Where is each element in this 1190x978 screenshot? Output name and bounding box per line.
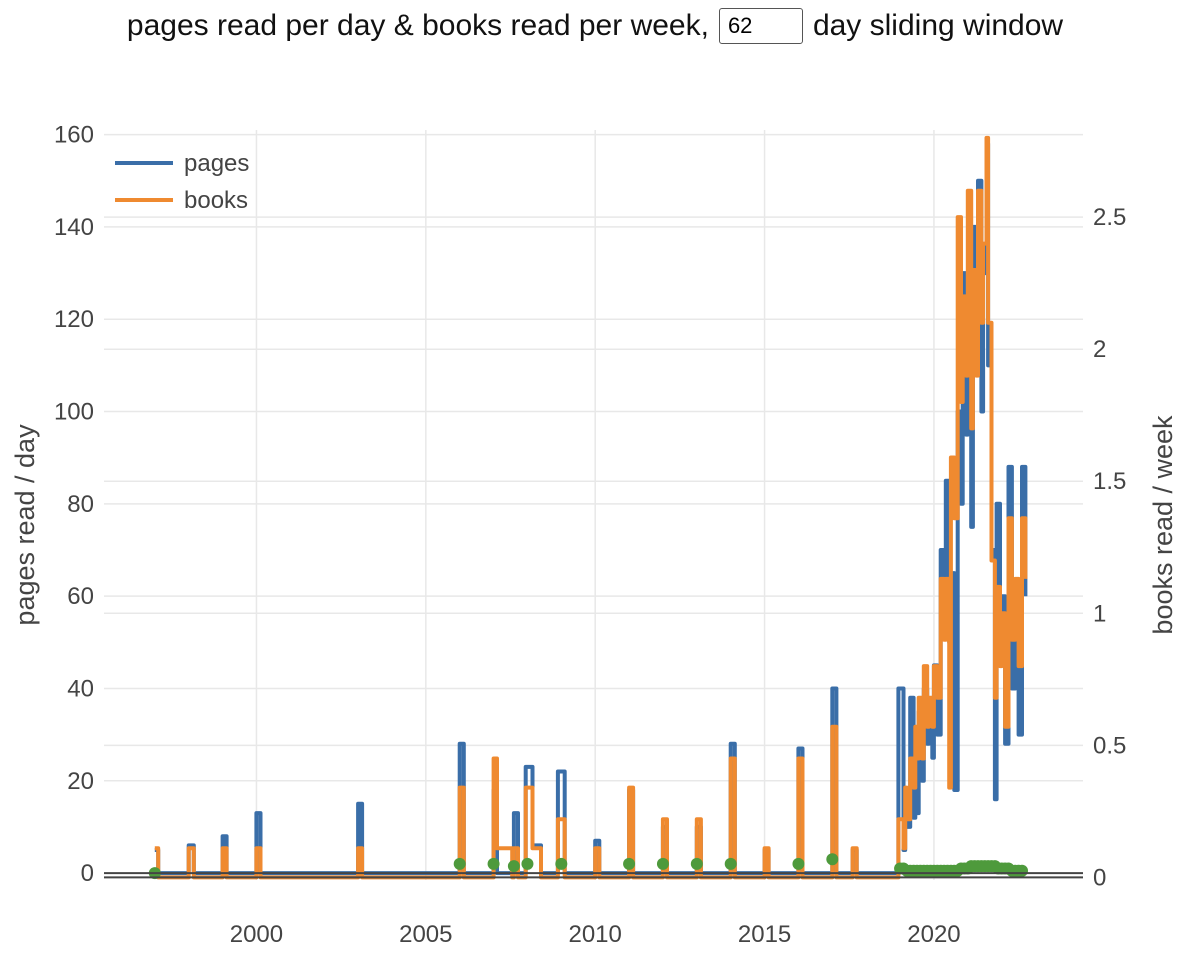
marker-point [690,857,703,870]
marker-point [1016,864,1029,877]
grid-layer [104,130,1083,880]
x-tick-label: 2015 [738,921,791,948]
window-days-input[interactable] [718,8,803,44]
series-layer [148,135,1029,880]
y-tick-label: 140 [54,214,94,241]
marker-point [656,857,669,870]
series-line-books [154,135,1028,880]
axis-layer: 2000 2005 2010 2015 202002040608010012014016… [54,122,1126,948]
marker-point [507,860,520,873]
x-tick-label: 2010 [568,921,621,948]
marker-point [487,857,500,870]
y2-tick-label: 2.5 [1093,204,1126,231]
marker-point [453,857,466,870]
y-axis-label: pages read / day [10,424,40,626]
marker-point [792,857,805,870]
y-tick-label: 20 [67,768,94,795]
y2-tick-label: 2 [1093,336,1106,363]
marker-point [826,853,839,866]
x-tick-label: 2005 [399,921,452,948]
y-tick-label: 80 [67,491,94,518]
series-line-pages [154,141,1028,876]
y-tick-label: 160 [54,122,94,149]
title-suffix: day sliding window [812,9,1064,42]
y-tick-label: 0 [81,860,94,887]
marker-point [724,857,737,870]
y-tick-label: 60 [67,583,94,610]
y2-axis-label: books read / week [1148,415,1178,635]
x-tick-label: 2000 [230,921,283,948]
y-tick-label: 120 [54,306,94,333]
marker-point [623,857,636,870]
y2-tick-label: 1 [1093,600,1106,627]
y2-tick-label: 1.5 [1093,468,1126,495]
legend-label-pages[interactable]: pages [184,150,249,177]
title-prefix: pages read per day & books read per week… [126,9,709,42]
x-tick-label: 2020 [907,921,960,948]
chart-title-bar: pages read per day & books read per week… [0,8,1190,44]
marker-point [521,857,534,870]
y2-tick-label: 0 [1093,864,1106,891]
legend-label-books[interactable]: books [184,187,248,214]
marker-point [555,857,568,870]
y-tick-label: 40 [67,675,94,702]
y2-tick-label: 0.5 [1093,732,1126,759]
y-tick-label: 100 [54,399,94,426]
legend[interactable]: pages books [115,150,249,214]
